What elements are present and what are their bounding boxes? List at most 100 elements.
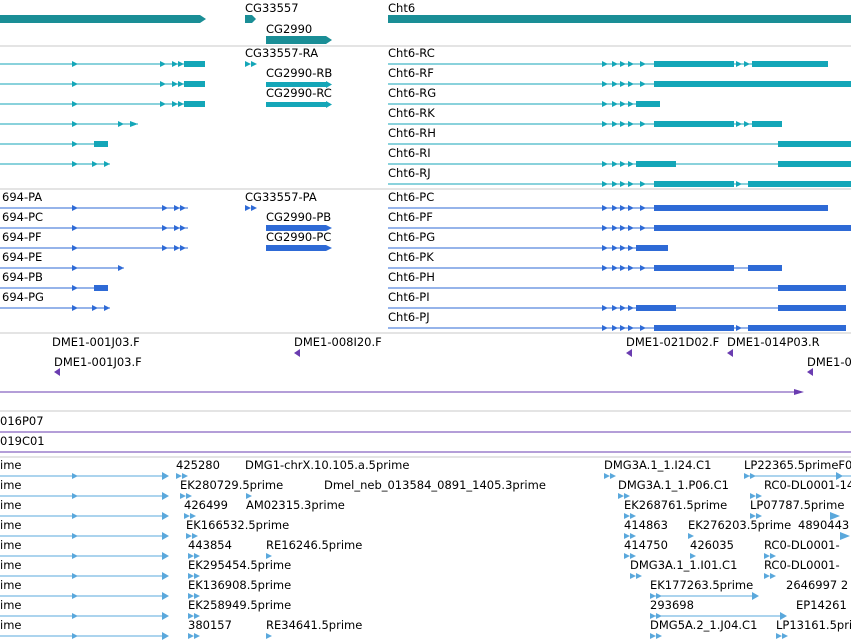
clone-label: DME1-014P03.R [727, 335, 820, 349]
est-glyph[interactable] [266, 633, 272, 639]
clone-glyph[interactable] [727, 349, 733, 357]
est-glyph[interactable] [246, 493, 252, 499]
est-label: ime [0, 538, 21, 552]
clone-track: DME1-001J03.F DME1-001J03.F DME1-008I20.… [0, 335, 851, 395]
est-glyph[interactable] [0, 512, 169, 520]
est-glyph[interactable] [188, 613, 200, 619]
transcript-label: CG2990-RB [266, 66, 332, 80]
est-label: EK280729.5prime [180, 478, 283, 492]
est-glyph[interactable] [188, 553, 200, 559]
est-glyph[interactable] [266, 553, 272, 559]
transcript[interactable] [245, 61, 257, 67]
clone-label: DME1-008I20.F [294, 335, 382, 349]
protein-glyph[interactable] [245, 205, 257, 211]
protein-glyph[interactable] [388, 325, 846, 331]
est-glyph[interactable] [840, 532, 850, 540]
est-glyph[interactable] [650, 633, 662, 639]
protein-glyph[interactable] [388, 205, 828, 211]
est-glyph[interactable] [690, 553, 696, 559]
transcript[interactable] [388, 121, 782, 127]
transcript[interactable] [388, 161, 851, 167]
protein-glyph[interactable] [266, 245, 332, 251]
est-glyph[interactable] [180, 493, 192, 499]
protein-label: 694-PF [2, 230, 42, 244]
est-glyph[interactable] [624, 533, 636, 539]
est-glyph[interactable] [188, 633, 200, 639]
est-glyph[interactable] [186, 533, 198, 539]
est-label: 414863 [624, 518, 668, 532]
est-glyph[interactable] [176, 473, 188, 479]
est-glyph[interactable] [0, 572, 169, 580]
est-glyph[interactable] [0, 552, 169, 560]
protein-glyph[interactable] [0, 225, 188, 231]
protein-glyph[interactable] [0, 285, 108, 291]
gene-glyph[interactable] [245, 15, 256, 23]
protein-track [0, 205, 851, 331]
transcript[interactable] [388, 81, 851, 87]
est-glyph[interactable] [188, 593, 200, 599]
clone-glyph[interactable] [807, 368, 813, 376]
transcript[interactable] [0, 141, 108, 147]
est-glyph[interactable] [604, 473, 616, 479]
clone-glyph[interactable] [626, 349, 632, 357]
est-glyph[interactable] [188, 573, 200, 579]
clone-glyph[interactable] [54, 368, 60, 376]
transcript[interactable] [0, 61, 205, 67]
est-glyph[interactable] [830, 512, 840, 520]
est-glyph[interactable] [764, 553, 776, 559]
protein-glyph[interactable] [0, 245, 188, 251]
transcript[interactable] [0, 81, 205, 87]
est-glyph[interactable] [764, 573, 776, 579]
clone-glyph[interactable] [294, 349, 300, 357]
protein-label: Cht6-PG [388, 230, 435, 244]
est-glyph[interactable] [0, 472, 169, 480]
protein-glyph[interactable] [388, 265, 782, 271]
gene-glyph[interactable] [266, 36, 332, 44]
est-glyph[interactable] [650, 612, 787, 620]
est-glyph[interactable] [750, 493, 762, 499]
transcript[interactable] [266, 101, 332, 108]
est-label: ime [0, 458, 21, 472]
transcript[interactable] [266, 81, 332, 88]
est-glyph[interactable] [630, 573, 642, 579]
est-label: ime [0, 598, 21, 612]
est-glyph[interactable] [0, 592, 169, 600]
protein-glyph[interactable] [388, 305, 846, 311]
est-glyph[interactable] [0, 632, 169, 640]
est-glyph[interactable] [184, 513, 196, 519]
est-glyph[interactable] [0, 532, 169, 540]
est-glyph[interactable] [624, 553, 636, 559]
est-glyph[interactable] [744, 472, 851, 480]
transcript[interactable] [388, 141, 851, 147]
protein-glyph[interactable] [0, 265, 124, 271]
protein-glyph[interactable] [388, 285, 846, 291]
est-label: RC0-DL0001- [764, 558, 840, 572]
protein-glyph[interactable] [388, 225, 851, 231]
est-glyph[interactable] [688, 533, 694, 539]
protein-glyph[interactable] [388, 245, 668, 251]
est-glyph[interactable] [0, 492, 169, 500]
transcript[interactable] [0, 101, 205, 107]
est-glyph[interactable] [750, 513, 762, 519]
protein-glyph[interactable] [0, 205, 188, 211]
protein-label: CG33557-PA [245, 190, 317, 204]
est-label: DMG1-chrX.10.105.a.5prime [245, 458, 409, 472]
est-glyph[interactable] [0, 612, 169, 620]
est-glyph[interactable] [776, 633, 788, 639]
est-glyph[interactable] [624, 513, 636, 519]
transcript[interactable] [388, 61, 828, 67]
est-label: AM02315.3prime [246, 498, 345, 512]
clone-label: DME1-001J03.F [52, 335, 140, 349]
transcript[interactable] [0, 121, 138, 127]
gene-glyph[interactable] [0, 15, 206, 23]
gene-glyph[interactable] [388, 15, 851, 23]
est-glyph[interactable] [618, 493, 630, 499]
protein-glyph[interactable] [266, 225, 332, 231]
protein-labels: 694-PA 694-PC 694-PF 694-PE 694-PB 694-P… [2, 190, 435, 324]
transcript[interactable] [0, 161, 110, 167]
transcript[interactable] [388, 181, 851, 187]
protein-glyph[interactable] [0, 305, 110, 311]
est-glyph[interactable] [650, 592, 759, 600]
transcript[interactable] [388, 101, 660, 107]
